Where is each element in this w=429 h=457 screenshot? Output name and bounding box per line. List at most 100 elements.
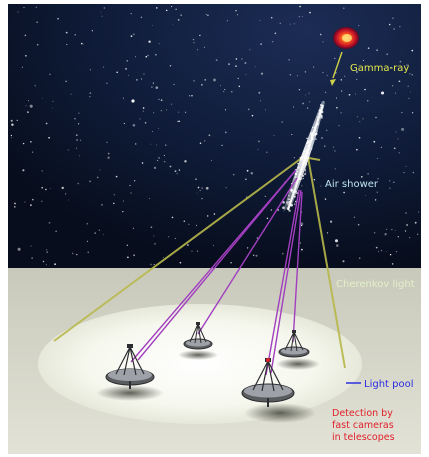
star — [25, 35, 27, 37]
star — [148, 40, 150, 42]
star — [18, 248, 21, 251]
star — [62, 187, 64, 189]
star — [23, 7, 24, 8]
star — [143, 111, 144, 112]
star — [46, 249, 47, 250]
star — [394, 147, 396, 149]
star — [357, 116, 358, 117]
star — [17, 120, 18, 121]
star — [122, 211, 123, 212]
star — [367, 100, 368, 101]
star — [136, 79, 137, 80]
star — [175, 9, 176, 10]
star — [308, 93, 309, 94]
shower-particle — [303, 175, 305, 177]
shower-particle — [294, 196, 296, 198]
shower-particle — [302, 164, 304, 166]
shower-particle — [320, 116, 323, 119]
star — [410, 91, 411, 92]
star — [153, 112, 154, 113]
shower-particle — [288, 209, 290, 211]
star — [82, 44, 83, 45]
star — [239, 86, 240, 87]
star — [92, 30, 93, 31]
star — [355, 94, 356, 95]
star — [275, 33, 277, 35]
star — [125, 68, 127, 70]
star — [135, 56, 136, 57]
star — [11, 137, 12, 138]
star — [290, 74, 291, 75]
shower-particle — [316, 123, 319, 126]
star — [113, 203, 115, 205]
star — [11, 135, 12, 136]
star — [127, 60, 129, 62]
shower-particle — [304, 150, 305, 151]
star — [297, 75, 298, 76]
star — [249, 49, 250, 50]
star — [133, 33, 135, 35]
star — [374, 232, 376, 234]
star — [131, 13, 132, 14]
star — [406, 224, 408, 226]
star — [46, 251, 48, 253]
star — [258, 149, 259, 150]
star — [159, 43, 160, 44]
star — [88, 252, 89, 253]
star — [266, 152, 268, 154]
star — [178, 19, 180, 21]
star — [257, 237, 258, 238]
star — [204, 47, 205, 48]
star — [265, 109, 266, 110]
star — [46, 264, 47, 265]
star — [103, 234, 104, 235]
star — [206, 187, 209, 190]
star — [236, 58, 237, 59]
star — [207, 215, 208, 216]
star — [28, 100, 29, 101]
star — [394, 28, 395, 29]
star — [14, 203, 16, 205]
star — [258, 92, 260, 94]
star — [149, 198, 150, 199]
star — [18, 12, 19, 13]
star — [248, 109, 250, 111]
star — [309, 12, 311, 14]
star — [201, 198, 202, 199]
star — [152, 25, 153, 26]
star — [36, 7, 38, 9]
shower-particle — [282, 206, 285, 209]
star — [261, 73, 263, 75]
star — [241, 58, 243, 60]
star — [228, 63, 230, 65]
star — [48, 137, 50, 139]
shower-particle — [315, 130, 316, 131]
star — [325, 92, 326, 93]
star — [145, 122, 147, 124]
star — [181, 15, 182, 16]
star — [156, 145, 157, 146]
star — [103, 67, 104, 68]
star — [392, 17, 394, 19]
star — [147, 55, 148, 56]
star — [133, 124, 136, 127]
star — [225, 109, 226, 110]
star — [30, 105, 33, 108]
star — [327, 232, 328, 233]
star — [282, 253, 284, 255]
star — [154, 264, 155, 265]
star — [413, 172, 414, 173]
star — [35, 85, 36, 86]
star — [313, 66, 314, 67]
star — [226, 187, 227, 188]
star — [166, 10, 168, 12]
shower-particle — [291, 183, 292, 184]
star — [252, 115, 254, 117]
star — [151, 86, 153, 88]
night-sky — [8, 4, 421, 270]
star — [31, 245, 32, 246]
star — [177, 173, 178, 174]
star — [323, 41, 324, 42]
star — [412, 74, 413, 75]
star — [395, 92, 396, 93]
